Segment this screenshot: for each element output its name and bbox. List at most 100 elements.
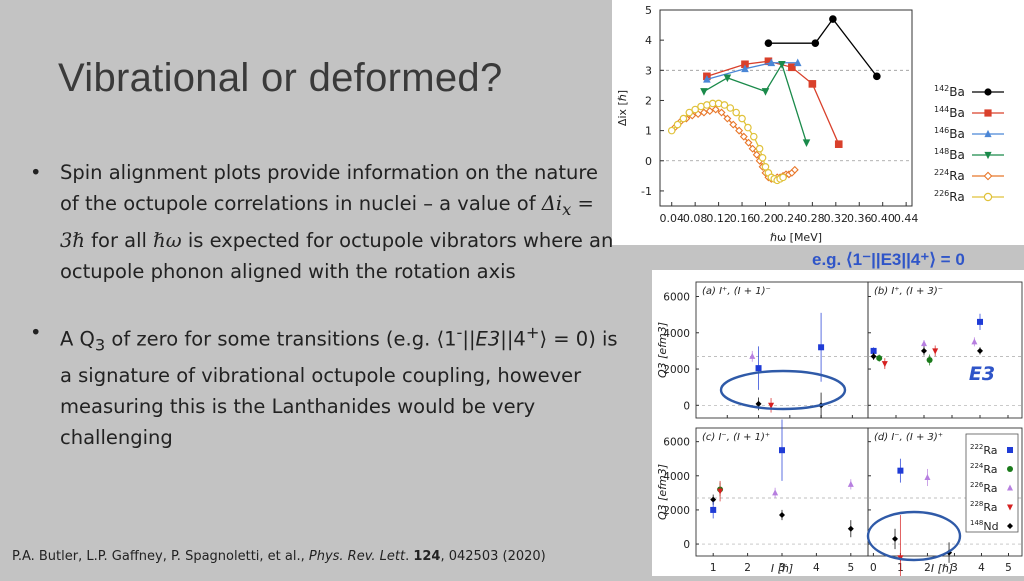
y-tick-label: -1 <box>641 185 652 198</box>
bullet1-math-hbar-omega: ℏω <box>153 228 182 252</box>
panel: 0 2000 4000 6000 (a) I⁺, (I + 1)⁻ <box>663 281 869 419</box>
data-point <box>788 63 796 72</box>
y-tick-label: 2000 <box>663 364 690 376</box>
legend-mass-number: 142 <box>934 84 949 93</box>
legend-marker <box>1007 447 1013 453</box>
y-tick-label: 1 <box>645 125 652 138</box>
data-point <box>829 15 837 23</box>
citation-volume: 124 <box>413 549 441 564</box>
legend-mass-number: 148 <box>934 147 949 156</box>
x-tick-label: 2 <box>744 562 751 574</box>
data-point <box>897 467 904 474</box>
x-tick-label: 0.04 <box>659 212 684 225</box>
bullet-list: • Spin alignment plots provide informati… <box>30 157 620 453</box>
spin-alignment-chart: -1 0 1 2 3 4 5 0.04 0.08 0.12 0.16 0.20 0.24 0.28 0.32… <box>612 0 1024 245</box>
bullet2-f: ⟩ = 0) is a signature of vibrational oct… <box>60 327 618 450</box>
x-tick-label: 3 <box>779 562 786 574</box>
citation-authors: P.A. Butler, L.P. Gaffney, P. Spagnolett… <box>12 549 309 564</box>
data-point <box>723 114 732 123</box>
series-224Ra <box>670 105 799 183</box>
legend-label: 224Ra <box>970 462 998 476</box>
data-point <box>847 525 854 532</box>
data-point <box>700 88 708 96</box>
bullet-q3-zero: • A Q3 of zero for some transitions (e.g… <box>30 317 620 453</box>
e3-label: E3 <box>969 363 995 385</box>
data-point <box>921 340 927 347</box>
legend-marker <box>1007 504 1013 511</box>
bullet1-math-sub: x <box>562 199 572 219</box>
bullet2-a-sub: 3 <box>94 335 106 355</box>
data-point <box>667 126 676 135</box>
panel-frame <box>867 281 1023 419</box>
y-tick-label: 0 <box>645 155 652 168</box>
legend-label: 224Ra <box>934 168 965 183</box>
legend-mass-number: 224 <box>934 168 949 177</box>
x-tick-label: 0.08 <box>683 212 708 225</box>
bullet2-sup1: - <box>456 322 463 342</box>
data-point <box>802 139 811 147</box>
y-tick-label: 6000 <box>663 292 690 304</box>
data-point <box>790 165 799 174</box>
y-tick-label: 6000 <box>663 437 690 449</box>
legend-mass-number: 146 <box>934 126 949 135</box>
data-point <box>818 344 825 351</box>
y-axis-label: Δix [ℏ] <box>616 90 629 126</box>
data-point <box>876 355 883 362</box>
data-point <box>977 347 983 354</box>
data-point <box>752 150 761 159</box>
bullet2-b: of zero for some transitions (e.g. ⟨1 <box>105 327 457 351</box>
data-point <box>710 506 717 513</box>
data-point <box>735 126 744 135</box>
data-point <box>699 108 708 117</box>
bullet2-d: E3 <box>475 327 501 351</box>
y-tick-label: 5 <box>645 4 652 17</box>
x-tick-label: 2 <box>924 562 931 574</box>
y-tick-label: 4000 <box>663 471 690 483</box>
legend-element: Ra <box>983 482 997 495</box>
bullet2-a: A Q <box>60 327 95 351</box>
data-point <box>926 356 933 363</box>
x-tick-label: 0.24 <box>777 212 802 225</box>
data-point <box>744 123 752 132</box>
data-point <box>723 74 732 83</box>
data-point <box>741 64 749 73</box>
legend-label: 144Ba <box>934 105 965 120</box>
series-226Ra <box>667 99 787 185</box>
data-point <box>738 114 746 123</box>
legend-marker <box>984 129 992 138</box>
data-point <box>779 512 785 519</box>
series-line <box>768 17 878 77</box>
legend-element: Ra <box>983 501 997 514</box>
data-point <box>761 163 770 171</box>
data-point <box>755 400 762 407</box>
series-148Ba <box>700 60 811 147</box>
y-tick-label: 4 <box>645 34 652 47</box>
data-point <box>971 338 978 345</box>
citation-dot: . <box>405 549 414 564</box>
data-point <box>847 480 854 487</box>
x-tick-label: 0.44 <box>894 212 919 225</box>
citation: P.A. Butler, L.P. Gaffney, P. Spagnolett… <box>12 549 546 564</box>
legend-mass-number: 226 <box>934 189 949 198</box>
x-tick-label: 4 <box>813 562 820 574</box>
legend-element: Nd <box>983 520 998 533</box>
data-point <box>779 173 787 182</box>
data-point <box>755 365 762 372</box>
bullet2-sup2: + <box>525 322 540 342</box>
x-tick-label: 5 <box>847 562 854 574</box>
legend-marker <box>984 109 992 117</box>
data-point <box>744 138 753 147</box>
data-point <box>767 58 776 67</box>
panel-label: (b) I⁺, (I + 3)⁻ <box>874 286 943 297</box>
data-point <box>703 75 711 83</box>
legend-label: 222Ra <box>970 443 998 457</box>
legend-element: Ra <box>983 463 997 476</box>
data-point <box>758 153 767 162</box>
legend-element: Ba <box>949 148 965 162</box>
x-tick-label: 0.12 <box>706 212 731 225</box>
bullet-spin-alignment: • Spin alignment plots provide informati… <box>30 157 620 287</box>
data-point <box>793 58 802 67</box>
x-tick-label: 0.32 <box>824 212 849 225</box>
y-axis-label: Q3 [efm3] <box>656 464 669 520</box>
panel-label: (d) I⁻, (I + 3)⁺ <box>874 432 943 443</box>
